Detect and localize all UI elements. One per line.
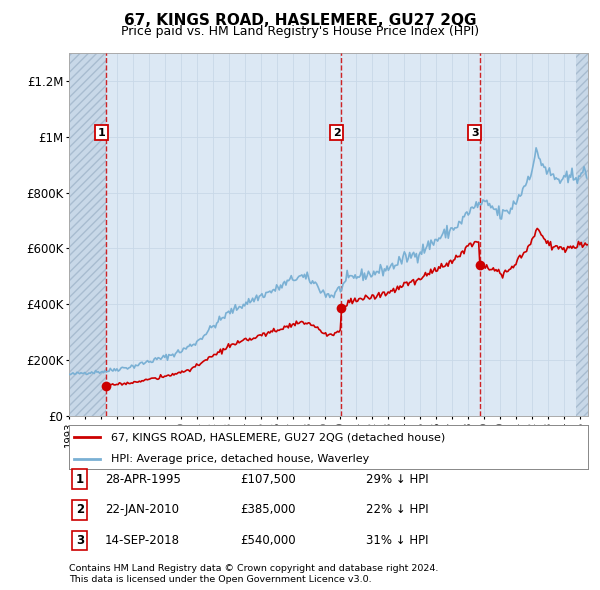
Text: 1: 1 [97, 127, 105, 137]
Text: £385,000: £385,000 [240, 503, 296, 516]
Text: 14-SEP-2018: 14-SEP-2018 [105, 534, 180, 547]
Text: 67, KINGS ROAD, HASLEMERE, GU27 2QG: 67, KINGS ROAD, HASLEMERE, GU27 2QG [124, 13, 476, 28]
Text: 67, KINGS ROAD, HASLEMERE, GU27 2QG (detached house): 67, KINGS ROAD, HASLEMERE, GU27 2QG (det… [110, 432, 445, 442]
Text: 3: 3 [471, 127, 479, 137]
Text: 31% ↓ HPI: 31% ↓ HPI [366, 534, 428, 547]
Text: 29% ↓ HPI: 29% ↓ HPI [366, 473, 428, 486]
Bar [576, 53, 588, 416]
Text: 2: 2 [76, 503, 84, 516]
Text: 3: 3 [76, 534, 84, 547]
Text: Contains HM Land Registry data © Crown copyright and database right 2024.: Contains HM Land Registry data © Crown c… [69, 565, 439, 573]
Text: HPI: Average price, detached house, Waverley: HPI: Average price, detached house, Wave… [110, 454, 369, 464]
Bar [69, 53, 106, 416]
Text: 1: 1 [76, 473, 84, 486]
Text: 22-JAN-2010: 22-JAN-2010 [105, 503, 179, 516]
Text: Price paid vs. HM Land Registry's House Price Index (HPI): Price paid vs. HM Land Registry's House … [121, 25, 479, 38]
Text: 2: 2 [333, 127, 341, 137]
Text: 28-APR-1995: 28-APR-1995 [105, 473, 181, 486]
Text: £107,500: £107,500 [240, 473, 296, 486]
Text: 22% ↓ HPI: 22% ↓ HPI [366, 503, 428, 516]
Text: £540,000: £540,000 [240, 534, 296, 547]
Text: This data is licensed under the Open Government Licence v3.0.: This data is licensed under the Open Gov… [69, 575, 371, 584]
